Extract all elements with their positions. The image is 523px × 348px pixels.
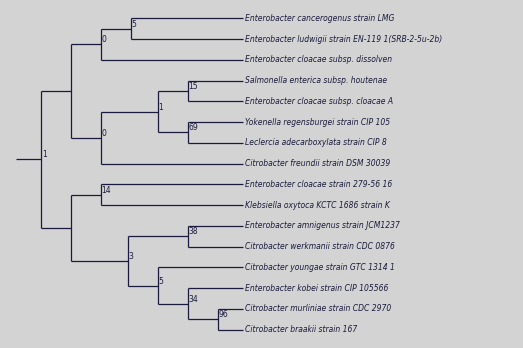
Text: 1: 1 [158,103,163,112]
Text: 0: 0 [101,129,106,138]
Text: 96: 96 [218,310,228,319]
Text: 15: 15 [188,82,198,91]
Text: Enterobacter kobei strain CIP 105566: Enterobacter kobei strain CIP 105566 [245,284,388,293]
Text: Enterobacter cloacae subsp. dissolven: Enterobacter cloacae subsp. dissolven [245,55,392,64]
Text: Citrobacter freundii strain DSM 30039: Citrobacter freundii strain DSM 30039 [245,159,390,168]
Text: Salmonella enterica subsp. houtenae: Salmonella enterica subsp. houtenae [245,76,387,85]
Text: Citrobacter werkmanii strain CDC 0876: Citrobacter werkmanii strain CDC 0876 [245,242,395,251]
Text: Citrobacter murliniae strain CDC 2970: Citrobacter murliniae strain CDC 2970 [245,304,391,314]
Text: 0: 0 [101,35,106,44]
Text: 69: 69 [188,124,198,133]
Text: Citrobacter braakii strain 167: Citrobacter braakii strain 167 [245,325,357,334]
Text: 14: 14 [101,186,111,195]
Text: Enterobacter cloacae strain 279-56 16: Enterobacter cloacae strain 279-56 16 [245,180,392,189]
Text: 3: 3 [128,252,133,261]
Text: Klebsiella oxytoca KCTC 1686 strain K: Klebsiella oxytoca KCTC 1686 strain K [245,201,390,209]
Text: 5: 5 [131,20,136,29]
Text: Enterobacter amnigenus strain JCM1237: Enterobacter amnigenus strain JCM1237 [245,221,400,230]
Text: Leclercia adecarboxylata strain CIP 8: Leclercia adecarboxylata strain CIP 8 [245,139,386,147]
Text: 34: 34 [188,295,198,304]
Text: 38: 38 [188,227,198,236]
Text: Enterobacter cancerogenus strain LMG: Enterobacter cancerogenus strain LMG [245,14,394,23]
Text: 5: 5 [158,277,163,286]
Text: Enterobacter ludwigii strain EN-119 1(SRB-2-5u-2b): Enterobacter ludwigii strain EN-119 1(SR… [245,34,442,44]
Text: Yokenella regensburgei strain CIP 105: Yokenella regensburgei strain CIP 105 [245,118,390,127]
Text: Enterobacter cloacae subsp. cloacae A: Enterobacter cloacae subsp. cloacae A [245,97,393,106]
Text: Citrobacter youngae strain GTC 1314 1: Citrobacter youngae strain GTC 1314 1 [245,263,395,272]
Text: 1: 1 [42,150,47,159]
